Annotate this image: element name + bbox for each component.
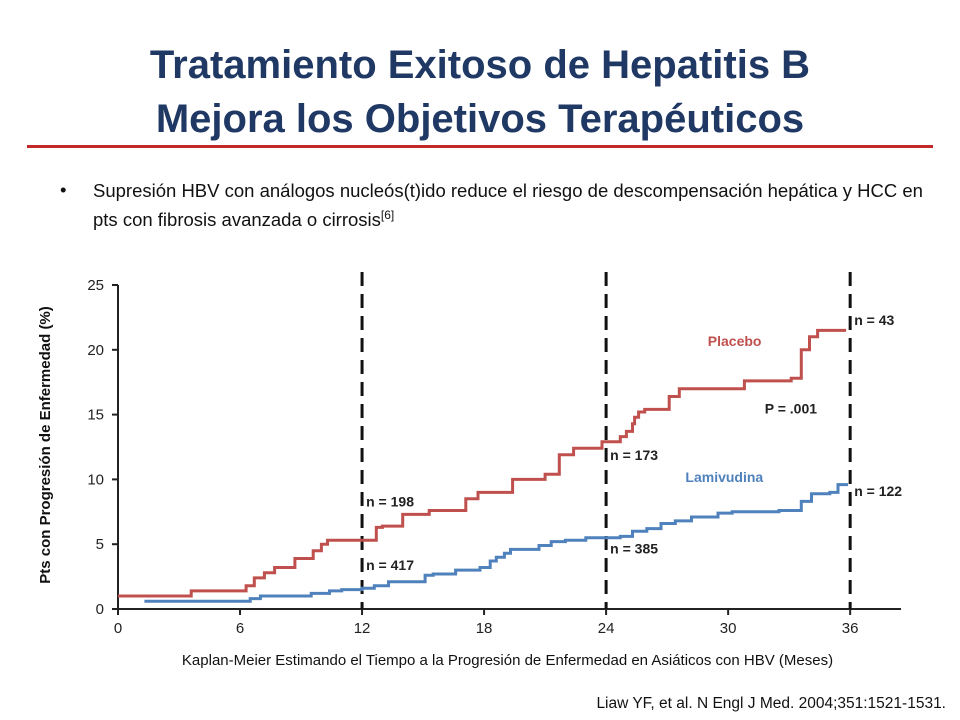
- x-tick-label: 36: [842, 620, 859, 637]
- y-tick-label: 0: [96, 601, 104, 618]
- x-tick-label: 0: [114, 620, 122, 637]
- y-axis-label: Pts con Progresión de Enfermedad (%): [37, 306, 54, 584]
- annotation-label: n = 122: [854, 483, 902, 499]
- title-divider: [27, 145, 933, 148]
- y-tick-label: 5: [96, 536, 104, 553]
- bullet-reference: [6]: [380, 208, 395, 222]
- y-tick-label: 15: [87, 407, 104, 424]
- annotation-label: n = 417: [366, 557, 414, 573]
- bullet-icon: •: [60, 179, 67, 200]
- annotation-label: n = 198: [366, 494, 414, 510]
- x-tick-label: 24: [598, 620, 615, 637]
- slide-title-line-2: Mejora los Objetivos Terapéuticos: [155, 97, 805, 141]
- y-tick-label: 10: [87, 471, 104, 488]
- citation: Liaw YF, et al. N Engl J Med. 2004;351:1…: [596, 695, 946, 712]
- series-placebo: [118, 328, 847, 598]
- annotation-label: Lamivudina: [685, 469, 763, 485]
- y-tick-label: 25: [87, 277, 104, 294]
- annotation-label: n = 173: [610, 447, 658, 463]
- annotation-label: n = 385: [610, 540, 658, 556]
- y-tick-label: 20: [87, 342, 104, 359]
- x-tick-label: 12: [354, 620, 371, 637]
- slide-title-line-1: Tratamiento Exitoso de Hepatitis B: [149, 43, 811, 87]
- bullet-text: Supresión HBV con análogos nucleós(t)ido…: [93, 179, 923, 232]
- slide-title: Tratamiento Exitoso de Hepatitis B Mejor…: [0, 38, 960, 146]
- series-lamivudina: [144, 483, 849, 603]
- annotation-label: P = .001: [765, 400, 818, 416]
- x-axis-label: Kaplan-Meier Estimando el Tiempo a la Pr…: [182, 652, 833, 669]
- annotation-label: n = 43: [854, 312, 894, 328]
- annotation-label: Placebo: [708, 333, 762, 349]
- x-tick-label: 6: [236, 620, 244, 637]
- bullet-main-text: Supresión HBV con análogos nucleós(t)ido…: [93, 180, 923, 231]
- x-tick-label: 18: [476, 620, 493, 637]
- x-tick-label: 30: [720, 620, 737, 637]
